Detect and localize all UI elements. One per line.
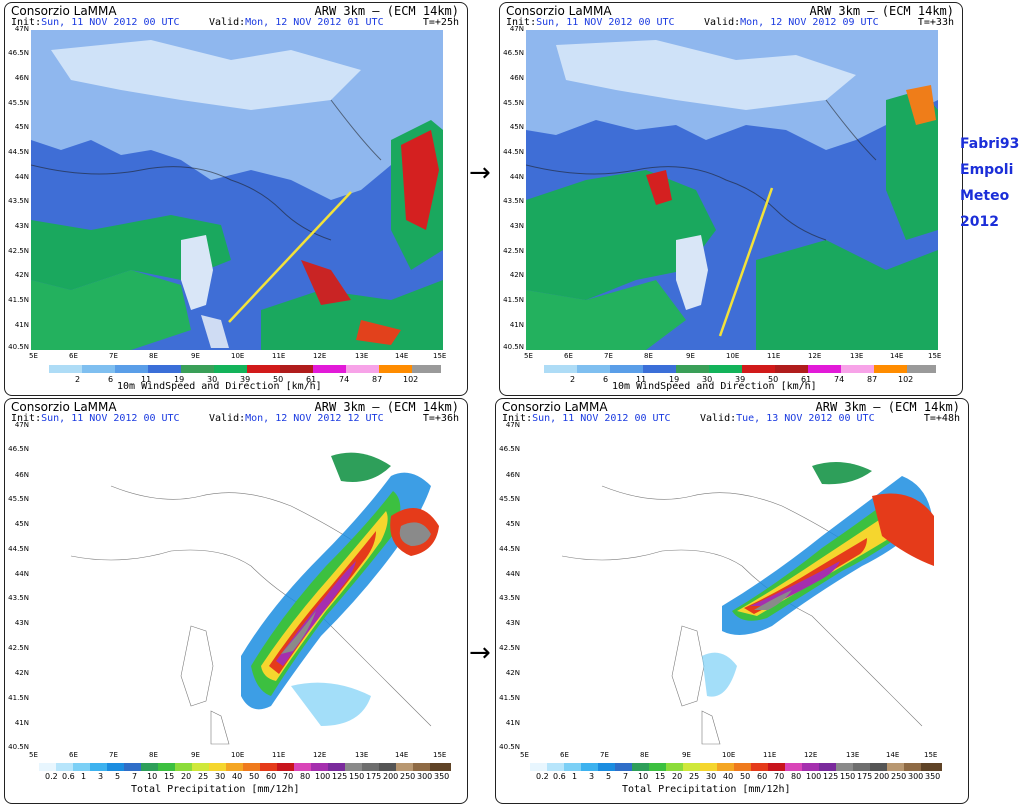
precip-colorbar-title: Total Precipitation [mm/12h] [622,784,791,795]
precip-map [522,426,934,748]
precip-map-panel-2: Consorzio LaMMA ARW 3km – (ECM 14km) Ini… [495,398,969,804]
panel-model: ARW 3km – (ECM 14km) [314,400,460,414]
panel-org: Consorzio LaMMA [11,4,117,18]
panel-model: ARW 3km – (ECM 14km) [815,400,961,414]
author-signature: Fabri93 Empoli Meteo 2012 [960,136,1020,230]
panel-forecast-step: T=+33h [917,17,954,28]
precip-colorbar [530,763,942,773]
wind-map [526,30,938,350]
panel-forecast-step: T=+48h [923,413,960,424]
panel-org: Consorzio LaMMA [502,400,608,414]
wind-map [31,30,443,350]
panel-init: Init:Sun, 11 NOV 2012 00 UTC [11,17,180,28]
sequence-arrow-2: → [469,638,491,668]
wind-map-panel-2: Consorzio LaMMA ARW 3km – (ECM 14km) Ini… [499,2,963,396]
panel-valid: Valid:Mon, 12 NOV 2012 01 UTC [209,17,384,28]
wind-colorbar [544,365,936,375]
panel-org: Consorzio LaMMA [506,4,612,18]
wind-colorbar-title: 10m WindSpeed and Direction [km/h] [612,381,817,392]
precip-colorbar-title: Total Precipitation [mm/12h] [131,784,300,795]
precip-colorbar-labels: 0.2 0.6 1 3 5 7 10 15 20 25 30 40 50 60 … [45,772,450,781]
panel-valid: Valid:Mon, 12 NOV 2012 12 UTC [209,413,384,424]
wind-colorbar [49,365,441,375]
wind-colorbar-title: 10m WindSpeed and Direction [km/h] [117,381,322,392]
panel-model: ARW 3km – (ECM 14km) [809,4,955,18]
wind-map-panel-1: Consorzio LaMMA ARW 3km – (ECM 14km) Ini… [4,2,468,396]
precip-colorbar [39,763,451,773]
sequence-arrow-1: → [469,158,491,188]
panel-forecast-step: T=+25h [422,17,459,28]
precip-colorbar-labels: 0.2 0.6 1 3 5 7 10 15 20 25 30 40 50 60 … [536,772,941,781]
panel-valid: Valid:Mon, 12 NOV 2012 09 UTC [704,17,879,28]
panel-init: Init:Sun, 11 NOV 2012 00 UTC [506,17,675,28]
panel-init: Init:Sun, 11 NOV 2012 00 UTC [502,413,671,424]
precip-map-panel-1: Consorzio LaMMA ARW 3km – (ECM 14km) Ini… [4,398,468,804]
panel-forecast-step: T=+36h [422,413,459,424]
panel-org: Consorzio LaMMA [11,400,117,414]
panel-valid: Valid:Tue, 13 NOV 2012 00 UTC [700,413,875,424]
panel-model: ARW 3km – (ECM 14km) [314,4,460,18]
panel-init: Init:Sun, 11 NOV 2012 00 UTC [11,413,180,424]
precip-map [31,426,443,748]
